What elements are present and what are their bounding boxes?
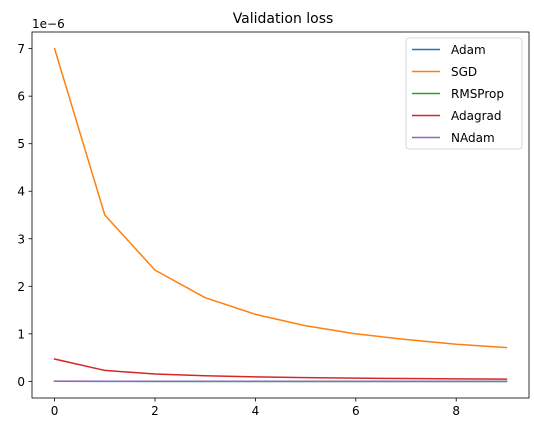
x-tick-label: 6 [352, 404, 360, 418]
legend-label: NAdam [451, 131, 495, 145]
legend-box [405, 37, 523, 150]
plot-frame [31, 31, 530, 399]
y-tick-label: 5 [17, 137, 25, 151]
y-tick-label: 1 [17, 327, 25, 341]
y-tick-label: 6 [17, 90, 25, 104]
chart-title: Validation loss [233, 11, 334, 27]
series-line-sgd [53, 47, 508, 349]
y-axis: 0 1 2 3 4 5 6 7 [17, 42, 32, 389]
y-axis-offset-label: 1e−6 [32, 17, 65, 31]
y-tick-label: 0 [17, 375, 25, 389]
y-tick-label: 2 [17, 280, 25, 294]
legend-label: RMSProp [451, 87, 504, 101]
plot-area [31, 31, 530, 399]
y-tick-label: 4 [17, 185, 25, 199]
legend-label: Adagrad [451, 109, 502, 123]
y-tick-label: 3 [17, 232, 25, 246]
series-layer [53, 47, 508, 383]
series-line-adagrad [53, 358, 508, 380]
x-tick-label: 0 [51, 404, 59, 418]
x-axis: 0 2 4 6 8 [51, 398, 460, 418]
legend-label: SGD [451, 65, 477, 79]
legend: Adam SGD RMSProp Adagrad NAdam [405, 37, 523, 150]
legend-label: Adam [451, 43, 486, 57]
x-tick-label: 8 [452, 404, 460, 418]
x-tick-label: 2 [151, 404, 159, 418]
x-tick-label: 4 [252, 404, 260, 418]
y-tick-label: 7 [17, 42, 25, 56]
